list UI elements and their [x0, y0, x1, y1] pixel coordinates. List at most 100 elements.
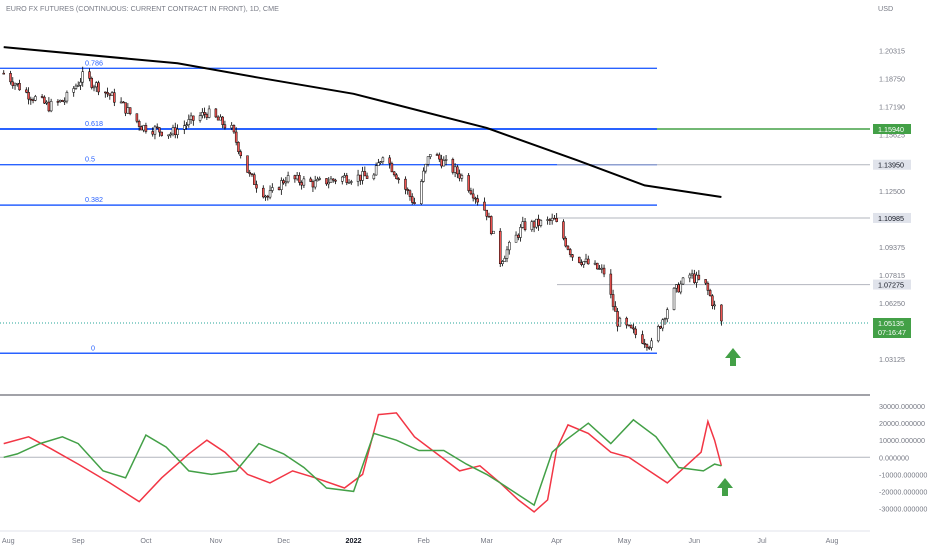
- candle-body: [185, 124, 188, 127]
- candle-body: [135, 113, 139, 122]
- candle-body: [508, 242, 511, 251]
- candle-body: [113, 92, 116, 103]
- candle-body: [58, 99, 62, 102]
- fib-level-label: 0.5: [85, 155, 95, 164]
- candle-body: [295, 175, 299, 180]
- time-axis[interactable]: Aug Sep Oct Nov Dec 2022 Feb Mar Apr May Jun Jul Aug: [2, 536, 839, 545]
- candle-body: [341, 176, 344, 182]
- candle-body: [151, 131, 154, 135]
- candle-body: [456, 166, 459, 175]
- currency-label: USD: [878, 4, 893, 13]
- candle-body: [144, 125, 148, 132]
- candle-body: [79, 81, 82, 86]
- oscillator-tick-label: 0.000000: [879, 453, 909, 462]
- candle-body: [207, 108, 211, 118]
- candle-body: [74, 85, 78, 89]
- time-tick-label: Sep: [72, 536, 85, 545]
- candle-body: [203, 112, 206, 115]
- candle-body: [183, 125, 186, 130]
- candle-body: [16, 83, 19, 85]
- candle-body: [316, 178, 319, 182]
- candle-body: [659, 326, 662, 329]
- price-tick-label: 1.09375: [879, 243, 905, 252]
- last-price-value: 1.05135: [878, 319, 904, 328]
- candle-body: [537, 218, 540, 226]
- candle-body: [681, 277, 685, 285]
- candle-body: [361, 171, 364, 181]
- candle-body: [29, 98, 33, 101]
- candle-body: [708, 290, 712, 297]
- candle-body: [108, 93, 112, 96]
- candle-body: [237, 142, 240, 152]
- candle-body: [634, 328, 637, 335]
- last-price-countdown: 07:16:47: [878, 328, 906, 337]
- price-tick-label: 1.07815: [879, 271, 905, 280]
- candle-body: [406, 189, 409, 191]
- oscillator-tick-label: 10000.000000: [879, 436, 925, 445]
- time-tick-label: Aug: [2, 536, 15, 545]
- candle-body: [498, 230, 502, 264]
- candle-body: [359, 174, 362, 181]
- candle-body: [327, 182, 330, 185]
- candle-body: [356, 174, 360, 182]
- candle-body: [201, 112, 204, 116]
- candle-body: [192, 115, 195, 121]
- candle-body: [379, 161, 382, 164]
- fibonacci-retracement[interactable]: 0.786 0.618 0.5 0.382 0: [0, 58, 657, 354]
- candle-body: [253, 174, 256, 185]
- oscillator-tick-label: 20000.000000: [879, 419, 925, 428]
- price-label-box: [873, 124, 911, 135]
- candle-body: [13, 83, 17, 86]
- candle-body: [390, 163, 394, 173]
- candle-body: [474, 197, 477, 200]
- time-tick-label: Aug: [826, 536, 839, 545]
- candle-body: [550, 217, 554, 221]
- candle-body: [300, 182, 303, 186]
- candle-body: [255, 184, 258, 189]
- candle-body: [374, 165, 378, 176]
- candle-body: [45, 101, 48, 104]
- candle-body: [81, 71, 84, 83]
- candle-body: [645, 344, 649, 348]
- price-label-box: [873, 279, 911, 290]
- candle-body: [697, 274, 701, 280]
- candle-body: [331, 178, 335, 181]
- candle-body: [282, 180, 285, 184]
- candle-body: [679, 283, 683, 293]
- candle-body: [395, 174, 398, 180]
- candle-body: [413, 202, 416, 205]
- candle-body: [128, 107, 132, 114]
- candle-body: [137, 121, 141, 127]
- candle-body: [214, 108, 218, 118]
- price-label-text: 1.10985: [878, 214, 904, 223]
- candle-body: [661, 319, 664, 329]
- candle-body: [562, 221, 565, 239]
- price-label-text: 1.07275: [878, 281, 904, 290]
- candle-body: [343, 175, 346, 178]
- candle-body: [618, 317, 622, 327]
- candle-body: [584, 258, 588, 262]
- candle-body: [517, 234, 520, 238]
- oscillator-pane: 30000.000000 20000.000000 10000.000000 0.00…: [0, 402, 927, 513]
- candle-body: [160, 131, 163, 136]
- candle-body: [88, 71, 91, 79]
- candle-body: [577, 256, 581, 263]
- time-tick-label: Jun: [689, 536, 701, 545]
- horizontal-lines[interactable]: [557, 128, 870, 286]
- candle-body: [598, 268, 601, 270]
- candle-body: [334, 179, 337, 182]
- candle-body: [600, 267, 604, 270]
- oscillator-arrow-up-icon: [717, 478, 733, 496]
- time-tick-label: Jul: [757, 536, 767, 545]
- candle-body: [27, 92, 30, 100]
- candle-body: [695, 274, 698, 283]
- candle-body: [205, 114, 209, 118]
- candle-body: [90, 78, 94, 88]
- candle-body: [189, 115, 193, 120]
- candle-body: [2, 72, 5, 75]
- time-tick-label: 2022: [346, 536, 362, 545]
- candle-body: [693, 273, 696, 283]
- candle-body: [11, 81, 15, 86]
- oscillator-axis[interactable]: 30000.000000 20000.000000 10000.000000 0.00…: [879, 402, 927, 513]
